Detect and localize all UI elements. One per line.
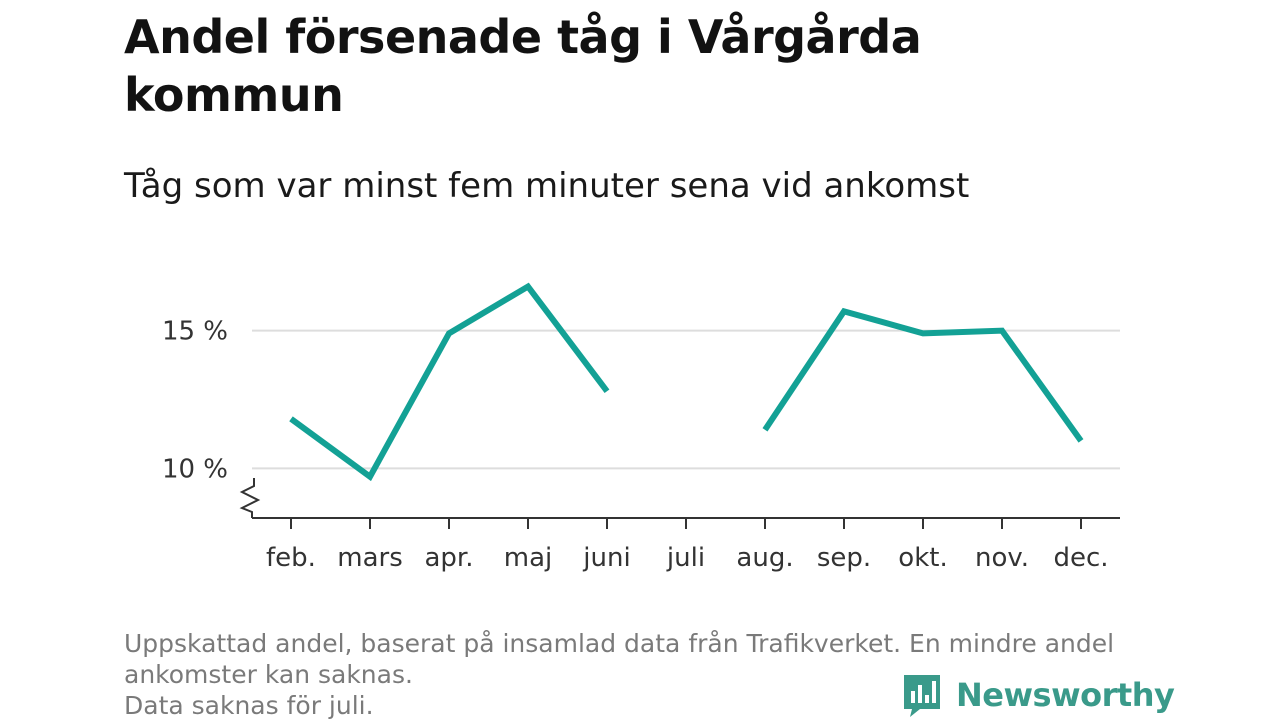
series-line-segment	[762, 307, 1084, 443]
x-axis-labels: feb. mars apr. maj juni juli aug. sep. okt. nov. d…	[266, 543, 1108, 573]
x-tick-label: okt.	[898, 543, 947, 573]
y-tick-label: 15 %	[162, 317, 228, 347]
bar-chart-speech-bubble-icon	[904, 675, 940, 717]
brand-name: Newsworthy	[956, 676, 1175, 714]
x-tick-label: feb.	[266, 543, 316, 573]
series-line	[289, 282, 1084, 482]
chart-subtitle: Tåg som var minst fem minuter sena vid a…	[124, 166, 970, 206]
x-tick-label: maj	[504, 543, 552, 573]
footnote-source: Uppskattad andel, baserat på insamlad da…	[124, 629, 1115, 689]
series-line-segment	[289, 282, 610, 482]
newsworthy-logo: Newsworthy	[902, 670, 1175, 720]
x-tick-label: juli	[666, 543, 705, 573]
x-axis	[239, 478, 1120, 529]
y-axis-labels: 10 % 15 %	[162, 317, 228, 485]
line-chart: 10 % 15 % feb. mars apr. maj juni juli aug. sep.…	[162, 282, 1120, 573]
x-tick-label: dec.	[1053, 543, 1108, 573]
x-tick-label: juni	[582, 543, 630, 573]
chart-title: Andel försenade tåg i Vårgårda kommun	[124, 10, 922, 122]
footnote: Uppskattad andel, baserat på insamlad da…	[124, 628, 1164, 721]
axis-break-marker	[239, 478, 261, 518]
footnote-missing-data: Data saknas för juli.	[124, 691, 374, 720]
x-tick-label: aug.	[736, 543, 793, 573]
x-tick-label: nov.	[975, 543, 1029, 573]
y-tick-label: 10 %	[162, 454, 228, 484]
x-tick-label: mars	[337, 543, 403, 573]
gridlines	[252, 329, 1120, 470]
x-tick-label: sep.	[817, 543, 871, 573]
x-tick-label: apr.	[424, 543, 473, 573]
